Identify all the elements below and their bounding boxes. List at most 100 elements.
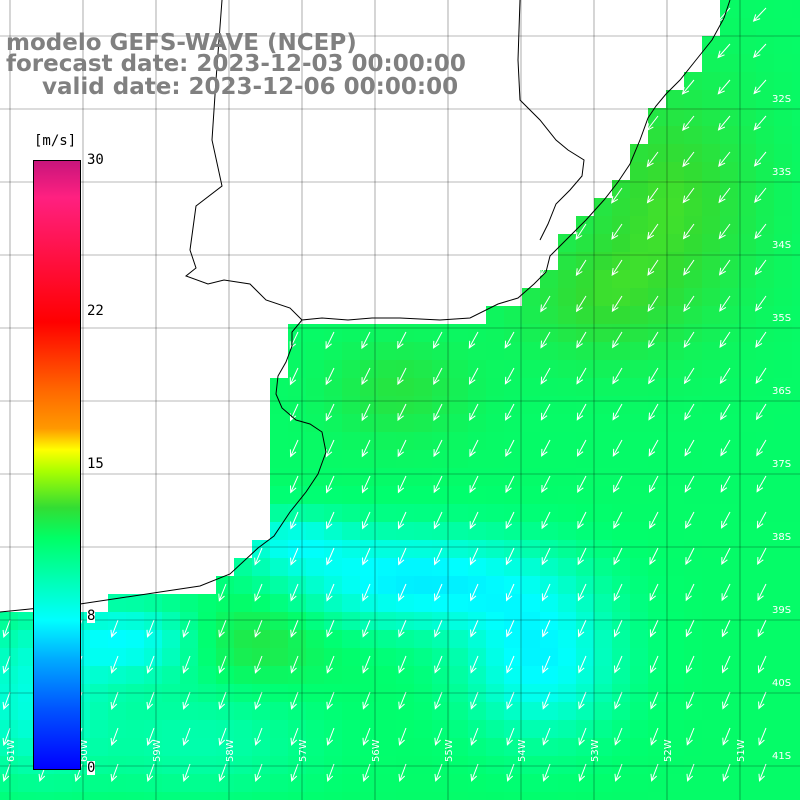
- wind-arrow: [433, 403, 443, 422]
- wind-cell: [342, 612, 361, 631]
- wind-cell: [774, 756, 793, 775]
- wind-arrow: [361, 475, 371, 494]
- wind-cell: [576, 306, 595, 325]
- wind-cell: [792, 162, 800, 181]
- wind-arrow: [578, 655, 587, 674]
- wind-cell: [774, 504, 793, 523]
- wind-cell: [594, 576, 613, 595]
- wind-arrow: [2, 727, 11, 746]
- wind-arrow: [685, 583, 695, 602]
- wind-cell: [486, 378, 505, 397]
- wind-cell: [414, 522, 433, 541]
- wind-cell: [342, 522, 361, 541]
- wind-cell: [414, 504, 433, 523]
- wind-cell: [558, 612, 577, 631]
- wind-arrow: [290, 763, 299, 782]
- wind-cell: [486, 306, 505, 325]
- wind-cell: [234, 792, 253, 800]
- wind-cell: [774, 72, 793, 91]
- wind-arrow: [468, 331, 479, 349]
- wind-cell: [666, 288, 685, 307]
- wind-cell: [360, 414, 379, 433]
- wind-cell: [738, 558, 757, 577]
- lat-label: 37S: [772, 459, 791, 470]
- wind-arrow: [684, 403, 695, 421]
- wind-cell: [450, 468, 469, 487]
- wind-arrow: [757, 583, 767, 602]
- wind-cell: [18, 792, 37, 800]
- wind-cell: [702, 576, 721, 595]
- wind-cell: [756, 450, 775, 469]
- wind-cell: [486, 468, 505, 487]
- wind-cell: [684, 198, 703, 217]
- wind-cell: [648, 792, 667, 800]
- wind-cell: [450, 540, 469, 559]
- wind-cell: [702, 360, 721, 379]
- wind-arrow: [649, 547, 659, 566]
- wind-cell: [306, 792, 325, 800]
- wind-cell: [522, 702, 541, 721]
- wind-arrow: [218, 655, 227, 674]
- wind-arrow: [362, 763, 371, 782]
- wind-cell: [702, 612, 721, 631]
- wind-cell: [234, 648, 253, 667]
- wind-cell: [108, 702, 127, 721]
- wind-arrow: [540, 403, 551, 421]
- wind-cell: [126, 666, 145, 685]
- wind-cell: [450, 576, 469, 595]
- wind-cell: [738, 144, 757, 163]
- wind-cell: [594, 612, 613, 631]
- wind-arrow: [611, 223, 623, 240]
- wind-cell: [270, 432, 289, 451]
- wind-cell: [594, 270, 613, 289]
- wind-cell: [774, 144, 793, 163]
- wind-cell: [306, 450, 325, 469]
- wind-cell: [378, 666, 397, 685]
- wind-cell: [792, 630, 800, 649]
- wind-cell: [702, 180, 721, 199]
- wind-cell: [486, 558, 505, 577]
- wind-arrow: [218, 763, 227, 782]
- wind-arrow: [326, 619, 335, 638]
- wind-cell: [234, 576, 253, 595]
- wind-cell: [738, 738, 757, 757]
- wind-cell: [342, 504, 361, 523]
- wind-cell: [90, 630, 109, 649]
- wind-cell: [522, 360, 541, 379]
- wind-cell: [378, 594, 397, 613]
- wind-arrow: [756, 511, 767, 529]
- wind-arrow: [686, 727, 695, 746]
- colorbar-tick: 22: [87, 303, 104, 319]
- wind-arrow: [540, 367, 551, 385]
- wind-arrow: [361, 511, 371, 530]
- wind-arrow: [505, 583, 515, 602]
- wind-cell: [342, 576, 361, 595]
- lat-label: 39S: [772, 605, 791, 616]
- wind-cell: [738, 450, 757, 469]
- wind-arrow: [719, 331, 731, 348]
- wind-cell: [738, 594, 757, 613]
- wind-cell: [342, 630, 361, 649]
- wind-arrow: [719, 367, 731, 385]
- wind-cell: [630, 162, 649, 181]
- wind-arrow: [290, 727, 299, 746]
- wind-cell: [288, 792, 307, 800]
- wind-arrow: [146, 619, 155, 638]
- wind-cell: [504, 702, 523, 721]
- wind-cell: [630, 576, 649, 595]
- wind-cell: [558, 540, 577, 559]
- wind-cell: [792, 288, 800, 307]
- wind-cell: [774, 468, 793, 487]
- axis-labels: 32S 33S 34S 35S 36S 37S 38S 39S 40S 41S 61W 60W 59W 5…: [6, 94, 791, 762]
- wind-cell: [18, 720, 37, 739]
- wind-cell: [306, 576, 325, 595]
- wind-cell: [774, 18, 793, 37]
- wind-arrow: [254, 763, 263, 782]
- wind-arrow: [505, 547, 515, 566]
- wind-cell: [666, 198, 685, 217]
- wind-cell: [522, 468, 541, 487]
- wind-cell: [522, 774, 541, 793]
- wind-cell: [738, 54, 757, 73]
- wind-cell: [234, 702, 253, 721]
